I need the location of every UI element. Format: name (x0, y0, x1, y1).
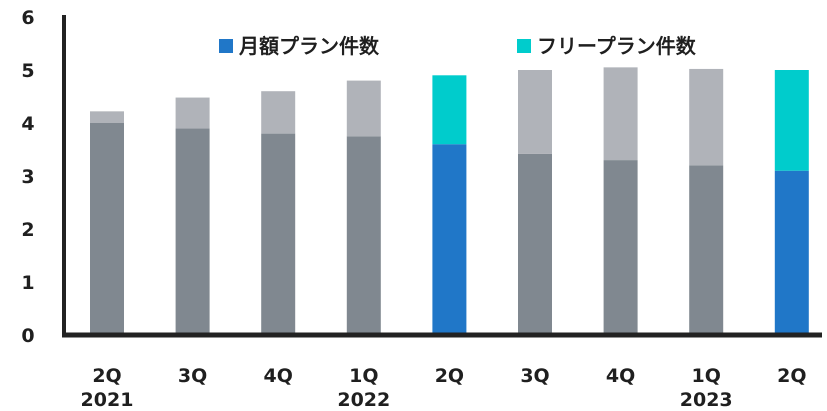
bar-segment-free-plan (432, 75, 467, 145)
x-tick-year-label: 2022 (337, 389, 390, 411)
x-tick-label: 3Q (520, 365, 549, 387)
bar-segment-monthly-plan (432, 144, 467, 335)
x-tick-label: 2Q (777, 365, 806, 387)
bar-segment-free-plan (518, 70, 552, 154)
bar-segment-free-plan (261, 91, 296, 134)
y-tick-label: 3 (21, 166, 34, 188)
bar-segment-monthly-plan (346, 136, 381, 335)
y-tick-label: 2 (21, 219, 34, 241)
legend-swatch (517, 39, 531, 53)
y-tick-label: 5 (21, 60, 34, 82)
legend: 月額プラン件数 フリープラン件数 (219, 34, 697, 58)
x-tick-label: 3Q (178, 365, 207, 387)
x-tick-label: 4Q (606, 365, 635, 387)
bar-segment-monthly-plan (90, 123, 124, 335)
bar-segment-monthly-plan (603, 160, 638, 335)
legend-swatch (219, 39, 233, 53)
bar-segment-free-plan (175, 97, 210, 129)
x-tick-year-label: 2021 (81, 389, 134, 411)
bar-segment-free-plan (346, 80, 381, 137)
x-tick-label: 1Q (349, 365, 378, 387)
x-tick-year-label: 2023 (680, 389, 733, 411)
bar-segment-free-plan (603, 67, 638, 161)
y-tick-label: 0 (21, 325, 34, 347)
x-tick-label: 4Q (264, 365, 293, 387)
bar-segment-free-plan (689, 68, 724, 166)
y-tick-labels: 0 1 2 3 4 5 6 (21, 7, 34, 347)
y-tick-label: 6 (21, 7, 34, 29)
bars-group (90, 67, 809, 335)
bar-segment-free-plan (774, 70, 809, 171)
bar-segment-monthly-plan (689, 165, 724, 335)
y-tick-label: 1 (21, 272, 34, 294)
x-tick-label: 2Q (92, 365, 121, 387)
bar-segment-monthly-plan (518, 153, 552, 335)
legend-label: 月額プラン件数 (238, 34, 380, 58)
bar-segment-monthly-plan (175, 128, 210, 335)
x-tick-label: 1Q (692, 365, 721, 387)
bar-segment-monthly-plan (261, 133, 296, 335)
x-tick-label: 2Q (435, 365, 464, 387)
bar-segment-monthly-plan (774, 170, 809, 335)
bar-segment-free-plan (90, 111, 124, 123)
legend-label: フリープラン件数 (537, 34, 697, 58)
y-tick-label: 4 (21, 113, 34, 135)
